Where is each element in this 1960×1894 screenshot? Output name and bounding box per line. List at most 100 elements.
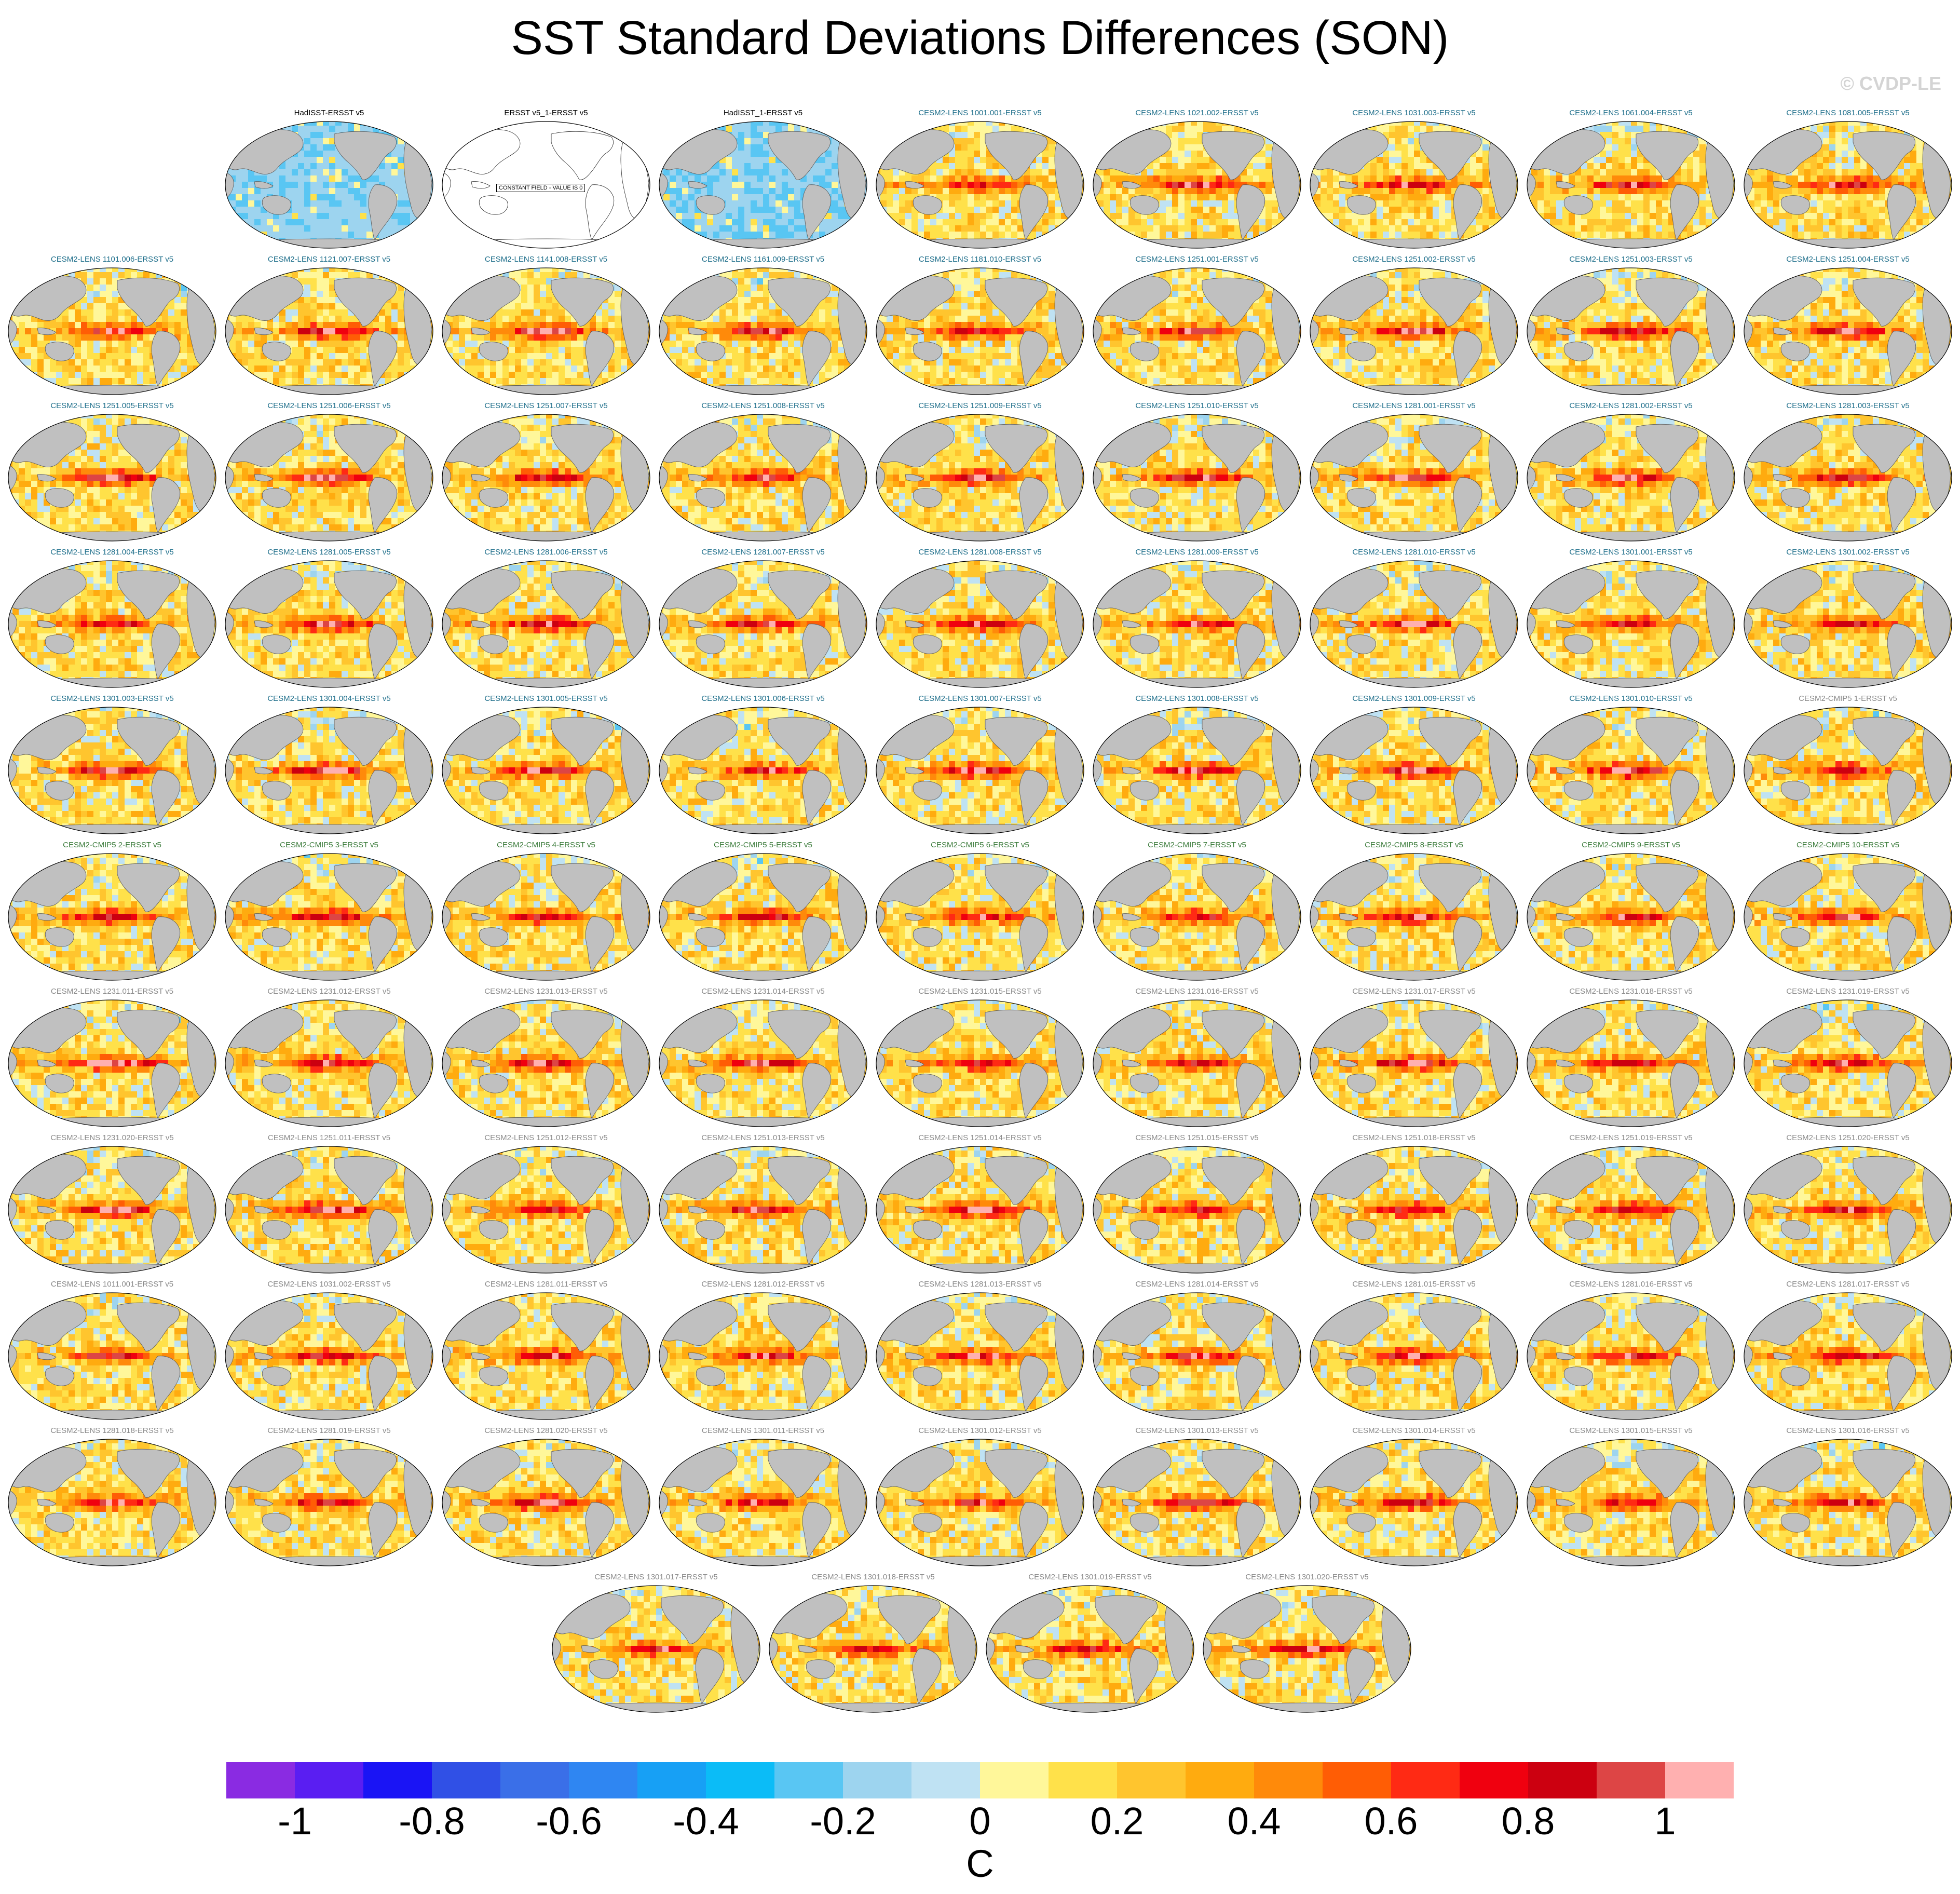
sst-cell xyxy=(1724,219,1731,226)
sst-cell xyxy=(1104,182,1110,188)
sst-cell xyxy=(682,213,689,220)
sst-cell xyxy=(1811,163,1817,170)
sst-cell xyxy=(1823,188,1830,195)
sst-cell xyxy=(732,200,739,207)
sst-cell xyxy=(1191,138,1197,145)
sst-cell xyxy=(261,119,267,126)
sst-cell xyxy=(813,232,820,238)
sst-cell xyxy=(999,169,1005,176)
sst-cell xyxy=(1197,163,1204,170)
sst-cell xyxy=(1308,219,1315,226)
sst-cell xyxy=(1408,126,1414,132)
sst-cell xyxy=(1439,194,1446,201)
sst-cell xyxy=(1153,188,1160,195)
sst-cell xyxy=(980,182,987,188)
sst-cell xyxy=(1080,132,1086,139)
sst-cell xyxy=(782,213,788,220)
sst-cell xyxy=(1848,188,1855,195)
sst-cell xyxy=(317,213,323,220)
sst-cell xyxy=(1358,232,1365,238)
sst-cell xyxy=(1333,232,1340,238)
sst-cell xyxy=(1618,200,1625,207)
sst-cell xyxy=(310,188,317,195)
sst-cell xyxy=(899,119,906,126)
sst-cell xyxy=(1637,200,1644,207)
sst-cell xyxy=(1779,213,1786,220)
sst-cell xyxy=(223,238,230,245)
sst-cell xyxy=(248,207,255,213)
sst-cell xyxy=(980,194,987,201)
sst-cell xyxy=(794,194,801,201)
sst-cell xyxy=(1073,238,1080,245)
sst-cell xyxy=(354,200,361,207)
sst-cell xyxy=(1439,219,1446,226)
sst-cell xyxy=(1525,126,1532,132)
sst-cell xyxy=(423,144,429,151)
sst-cell xyxy=(1650,213,1656,220)
sst-cell xyxy=(713,169,720,176)
sst-cell xyxy=(1761,200,1767,207)
sst-cell xyxy=(751,126,757,132)
sst-cell xyxy=(410,232,417,238)
sst-cell xyxy=(763,169,770,176)
sst-cell xyxy=(1625,213,1631,220)
sst-cell xyxy=(1185,132,1191,139)
sst-cell xyxy=(1333,194,1340,201)
sst-cell xyxy=(1160,219,1166,226)
sst-cell xyxy=(279,219,286,226)
sst-cell xyxy=(1290,232,1297,238)
sst-cell xyxy=(732,169,739,176)
sst-cell xyxy=(1383,200,1390,207)
panel-title: CESM2-LENS 1031.003-ERSST v5 xyxy=(1307,108,1521,118)
sst-cell xyxy=(404,119,411,126)
sst-cell xyxy=(273,232,280,238)
sst-cell xyxy=(1581,169,1588,176)
sst-cell xyxy=(1414,157,1421,164)
sst-cell xyxy=(1024,244,1030,250)
sst-cell xyxy=(1253,238,1260,245)
sst-cell xyxy=(1699,182,1706,188)
sst-cell xyxy=(1823,132,1830,139)
sst-cell xyxy=(657,238,664,245)
sst-cell xyxy=(1873,194,1880,201)
sst-cell xyxy=(955,169,962,176)
sst-cell xyxy=(1904,225,1911,232)
sst-cell xyxy=(1259,219,1266,226)
sst-cell xyxy=(1110,182,1117,188)
sst-cell xyxy=(236,169,242,176)
sst-cell xyxy=(856,238,863,245)
sst-cell xyxy=(1873,225,1880,232)
sst-cell xyxy=(1061,232,1068,238)
sst-cell xyxy=(986,219,993,226)
sst-cell xyxy=(1612,132,1619,139)
sst-cell xyxy=(757,225,764,232)
sst-cell xyxy=(682,175,689,182)
sst-cell xyxy=(980,225,987,232)
sst-cell xyxy=(713,232,720,238)
panel-title: CESM2-LENS 1001.001-ERSST v5 xyxy=(873,108,1087,118)
sst-cell xyxy=(769,182,776,188)
sst-cell xyxy=(1247,175,1254,182)
sst-cell xyxy=(1061,138,1068,145)
sst-cell xyxy=(1030,238,1037,245)
sst-cell xyxy=(1191,157,1197,164)
sst-cell xyxy=(1209,169,1216,176)
sst-cell xyxy=(1873,119,1880,126)
sst-cell xyxy=(1197,188,1204,195)
sst-cell xyxy=(1495,225,1502,232)
sst-cell xyxy=(1073,144,1080,151)
sst-cell xyxy=(1321,225,1327,232)
sst-cell xyxy=(918,188,924,195)
sst-cell xyxy=(769,169,776,176)
sst-cell xyxy=(329,232,336,238)
sst-cell xyxy=(1160,169,1166,176)
sst-cell xyxy=(1389,188,1396,195)
sst-cell xyxy=(1080,213,1086,220)
sst-cell xyxy=(1030,244,1037,250)
sst-cell xyxy=(992,169,999,176)
sst-cell xyxy=(398,119,404,126)
sst-cell xyxy=(1779,225,1786,232)
sst-cell xyxy=(657,244,664,250)
sst-cell xyxy=(1699,238,1706,245)
sst-cell xyxy=(1345,119,1352,126)
